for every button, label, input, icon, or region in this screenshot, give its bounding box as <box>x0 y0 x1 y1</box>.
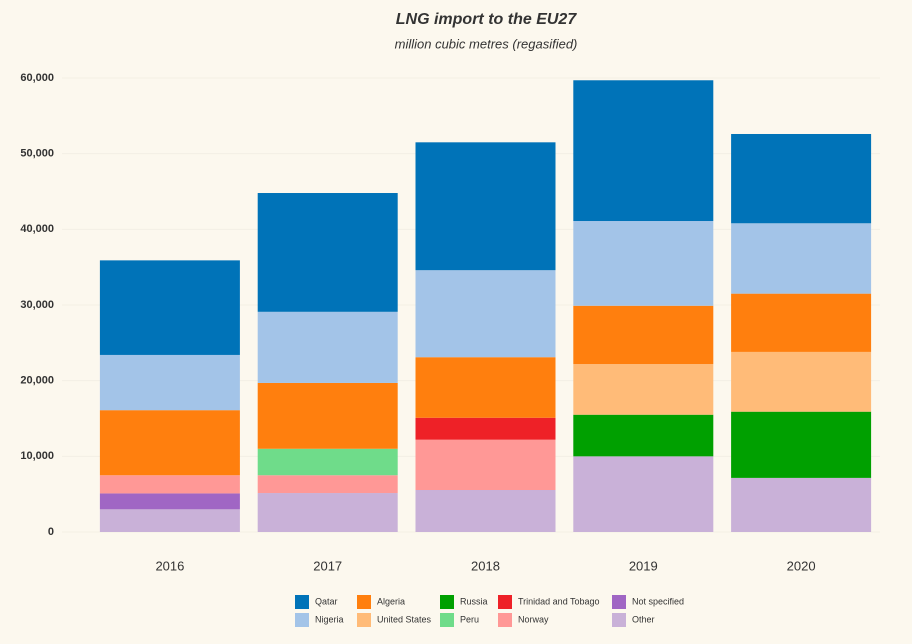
y-tick-label: 30,000 <box>20 299 54 311</box>
y-tick-label: 40,000 <box>20 223 54 235</box>
bar-segment <box>731 351 872 412</box>
legend-label: Nigeria <box>315 614 344 624</box>
bar-segment <box>731 293 872 352</box>
legend-swatch <box>498 595 512 609</box>
x-tick-label: 2019 <box>629 558 658 573</box>
chart-subtitle: million cubic metres (regasified) <box>395 36 578 51</box>
bar-segment <box>731 133 872 224</box>
legend-swatch <box>357 595 371 609</box>
x-tick-label: 2018 <box>471 558 500 573</box>
legend-swatch <box>612 595 626 609</box>
legend-label: Norway <box>518 614 549 624</box>
bar-segment <box>257 475 398 494</box>
y-tick-label: 0 <box>48 526 54 538</box>
bar-segment <box>99 509 240 532</box>
bar-segment <box>573 221 714 306</box>
bar-segment <box>99 354 240 411</box>
legend-swatch <box>440 595 454 609</box>
x-tick-label: 2017 <box>313 558 342 573</box>
legend-swatch <box>295 595 309 609</box>
bar-segment <box>415 270 556 358</box>
bar-segment <box>257 493 398 532</box>
bar-segment <box>415 142 556 271</box>
bar-segment <box>99 260 240 355</box>
bar-segment <box>573 456 714 532</box>
bar-segment <box>731 477 872 532</box>
bar-segment <box>415 357 556 418</box>
legend-swatch <box>295 613 309 627</box>
bar-segment <box>573 414 714 457</box>
y-tick-label: 50,000 <box>20 148 54 160</box>
legend-swatch <box>357 613 371 627</box>
chart-title: LNG import to the EU27 <box>396 11 578 28</box>
legend-swatch <box>498 613 512 627</box>
y-tick-label: 60,000 <box>20 72 54 84</box>
bar-segment <box>415 439 556 491</box>
bar-segment <box>415 417 556 440</box>
legend-label: Peru <box>460 614 479 624</box>
x-tick-label: 2020 <box>787 558 816 573</box>
legend-label: Other <box>632 614 655 624</box>
legend-label: Russia <box>460 596 488 606</box>
bar-segment <box>99 410 240 476</box>
bar-segment <box>731 223 872 294</box>
bar-segment <box>573 80 714 222</box>
legend-label: United States <box>377 614 432 624</box>
bar-segment <box>573 305 714 365</box>
y-tick-label: 10,000 <box>20 450 54 462</box>
bar-segment <box>99 475 240 494</box>
bar-segment <box>257 382 398 449</box>
legend-swatch <box>440 613 454 627</box>
legend-label: Not specified <box>632 596 684 606</box>
legend-label: Algeria <box>377 596 405 606</box>
legend-swatch <box>612 613 626 627</box>
bar-segment <box>731 411 872 478</box>
bar-segment <box>415 490 556 532</box>
legend-label: Qatar <box>315 596 338 606</box>
bar-segment <box>99 493 240 510</box>
bar-segment <box>257 193 398 312</box>
bar-segment <box>257 311 398 383</box>
bar-segment <box>257 448 398 476</box>
y-tick-label: 20,000 <box>20 375 54 387</box>
bar-segment <box>573 364 714 415</box>
legend-label: Trinidad and Tobago <box>518 596 600 606</box>
x-tick-label: 2016 <box>155 558 184 573</box>
